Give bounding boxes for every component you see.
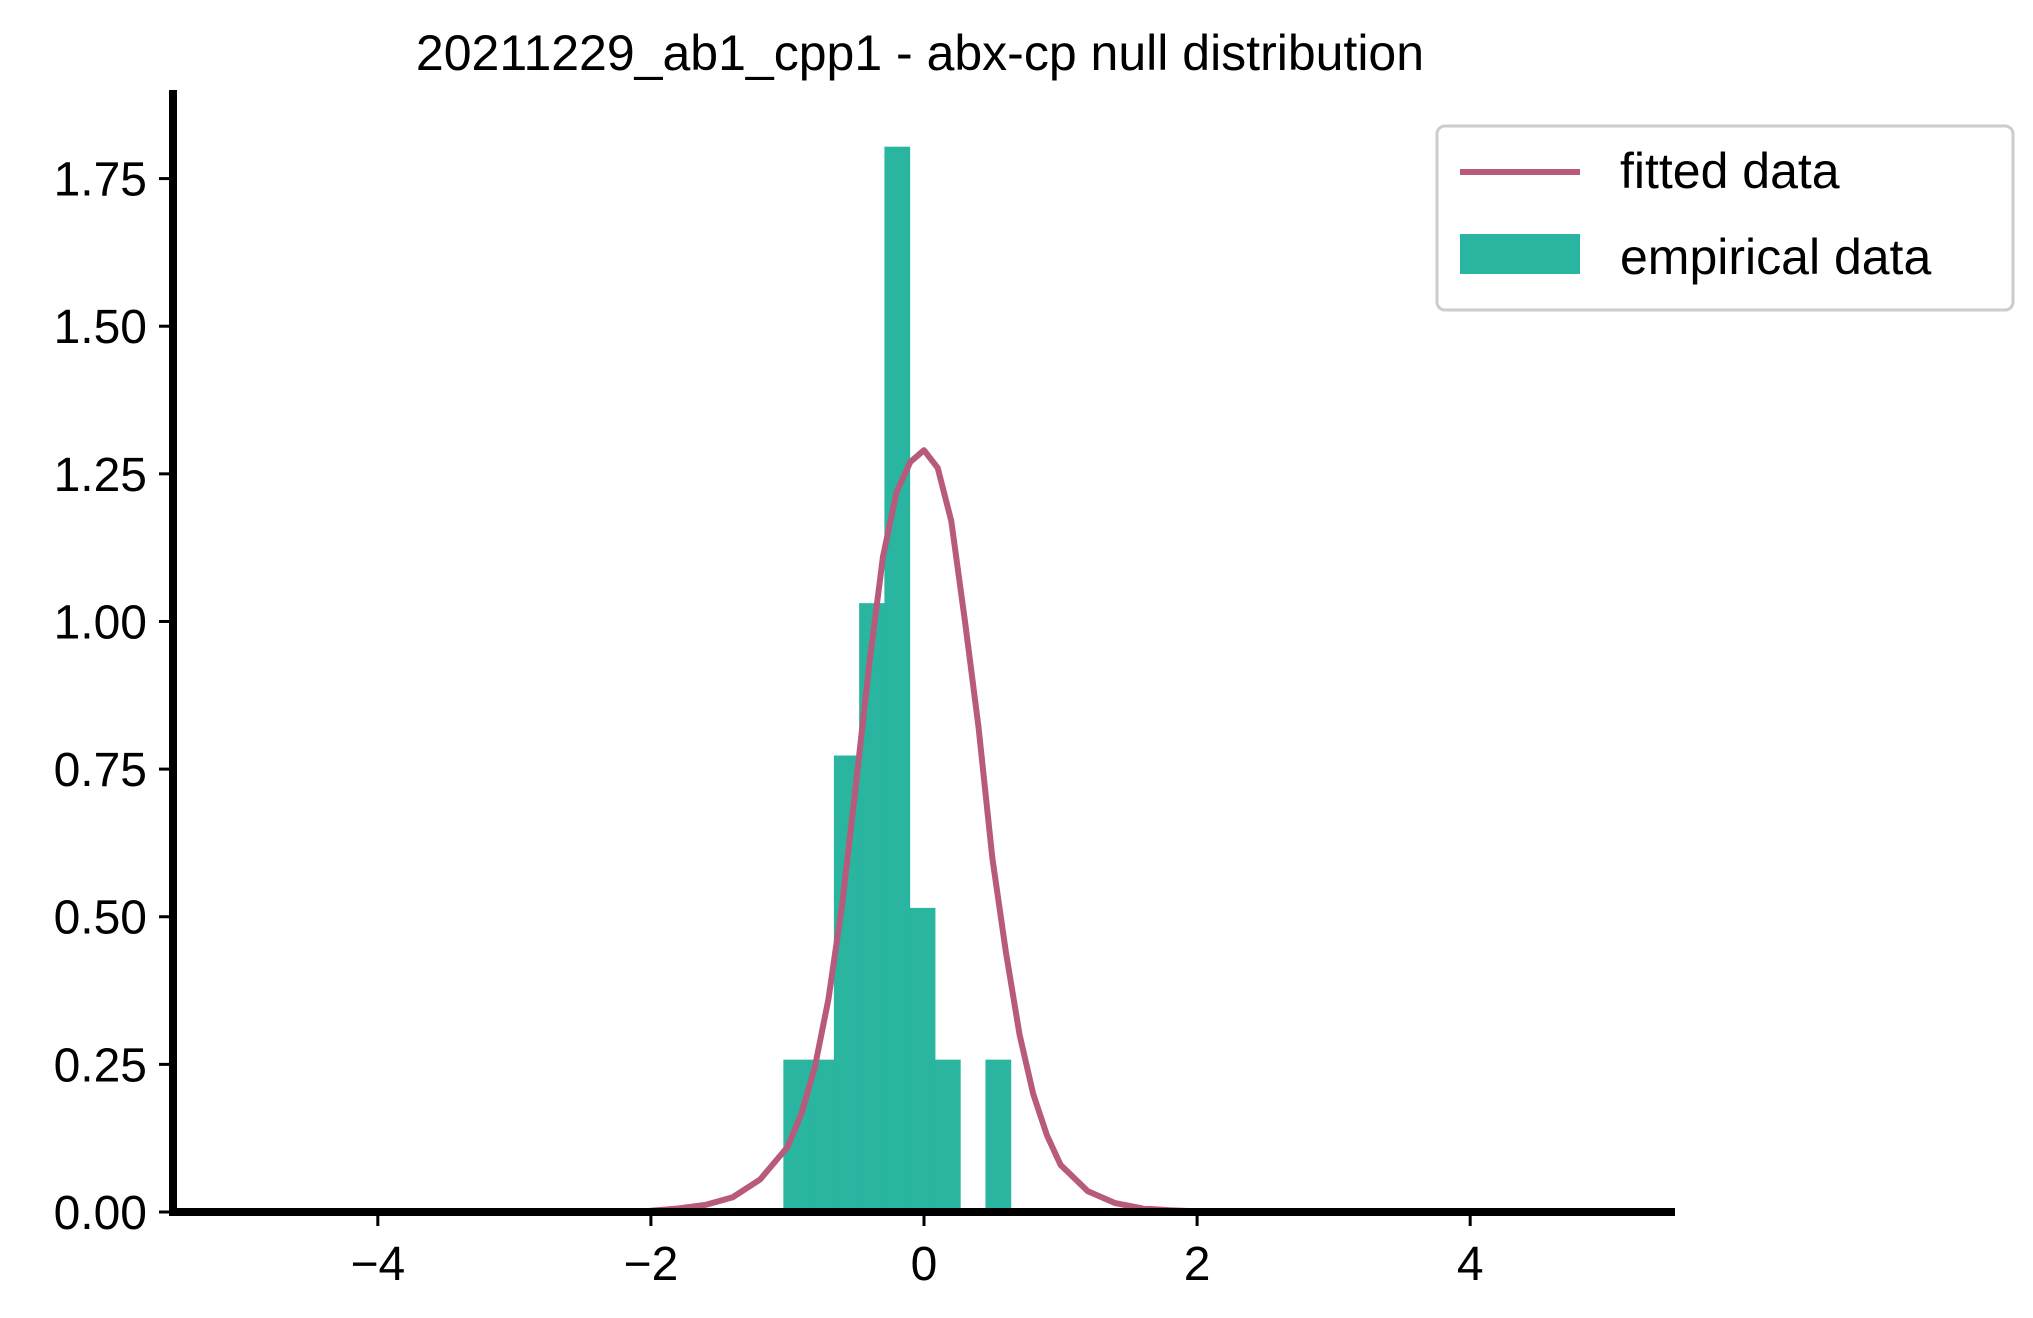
histogram-bar-2 (833, 755, 860, 1212)
y-tick-label: 0.75 (54, 744, 147, 797)
y-tick-label: 1.25 (54, 449, 147, 502)
y-tick-label: 1.50 (54, 301, 147, 354)
y-tick-label: 1.00 (54, 596, 147, 649)
histogram-bar-6 (934, 1059, 961, 1212)
fitted-curve-layer (647, 447, 1201, 1215)
x-axis-ticks: −4 −2 0 2 4 (350, 1212, 1484, 1291)
x-tick-label: −2 (624, 1238, 679, 1291)
x-tick-label: 4 (1457, 1238, 1484, 1291)
y-tick-label: 0.00 (54, 1187, 147, 1240)
histogram-bars (783, 146, 1012, 1212)
histogram-bar-0 (783, 1059, 810, 1212)
legend-label-fitted: fitted data (1620, 143, 1840, 199)
x-tick-label: −4 (350, 1238, 405, 1291)
chart-title: 20211229_ab1_cpp1 - abx-cp null distribu… (416, 25, 1424, 81)
histogram-bar-4 (884, 146, 911, 1212)
legend: fitted data empirical data (1435, 124, 2015, 312)
legend-empirical-swatch (1460, 234, 1580, 274)
y-tick-label: 1.75 (54, 154, 147, 207)
fitted-data-line (647, 447, 1201, 1215)
legend-box (1435, 124, 2015, 312)
x-tick-label: 2 (1184, 1238, 1211, 1291)
x-tick-label: 0 (911, 1238, 938, 1291)
y-tick-label: 0.25 (54, 1039, 147, 1092)
y-tick-label: 0.50 (54, 892, 147, 945)
y-axis-ticks: 0.00 0.25 0.50 0.75 1.00 1.25 1.50 1.75 (54, 154, 173, 1240)
axes (169, 90, 1675, 1216)
histogram-bar-1 (808, 1059, 835, 1212)
legend-label-empirical: empirical data (1620, 229, 1931, 285)
histogram-bar-5 (909, 907, 936, 1212)
histogram-bar-8 (985, 1059, 1012, 1212)
